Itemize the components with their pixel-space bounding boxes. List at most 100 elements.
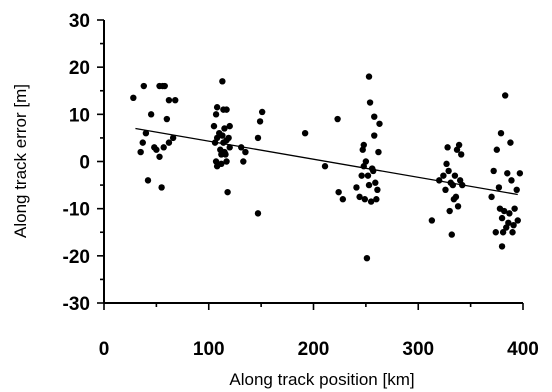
data-point bbox=[365, 181, 373, 189]
data-point bbox=[490, 167, 497, 175]
x-axis-ticks: 0 100 200 300 400 bbox=[99, 303, 539, 360]
data-point bbox=[358, 172, 365, 179]
data-point bbox=[219, 78, 226, 85]
x-tick-label: 0 bbox=[99, 339, 110, 360]
x-tick-label: 400 bbox=[507, 339, 539, 360]
data-point bbox=[130, 94, 137, 102]
data-point bbox=[509, 229, 516, 236]
data-point bbox=[444, 144, 451, 151]
x-axis-title: Along track position [km] bbox=[229, 370, 414, 389]
data-point bbox=[161, 82, 168, 90]
data-point bbox=[375, 148, 382, 156]
y-tick-label: -30 bbox=[63, 294, 90, 315]
data-point bbox=[321, 163, 329, 170]
data-point bbox=[498, 214, 506, 222]
data-point bbox=[240, 158, 247, 165]
data-point bbox=[500, 207, 508, 215]
data-point bbox=[516, 170, 524, 177]
data-point bbox=[142, 130, 150, 137]
data-point bbox=[454, 203, 462, 210]
data-point bbox=[360, 141, 367, 149]
data-point bbox=[506, 210, 513, 217]
data-point bbox=[488, 193, 495, 201]
data-point bbox=[514, 217, 521, 224]
data-point bbox=[501, 92, 509, 99]
data-point bbox=[224, 188, 231, 196]
y-axis-ticks: -30 -20 -10 0 10 20 30 bbox=[63, 11, 104, 315]
data-points bbox=[130, 73, 524, 262]
data-point bbox=[372, 179, 379, 186]
data-point bbox=[499, 229, 507, 236]
data-point bbox=[156, 153, 163, 160]
data-point bbox=[223, 106, 230, 113]
data-point bbox=[169, 134, 177, 142]
data-point bbox=[225, 134, 232, 142]
data-point bbox=[256, 118, 264, 125]
y-tick-label: 0 bbox=[79, 153, 90, 174]
data-point bbox=[448, 231, 455, 238]
data-point bbox=[365, 73, 373, 80]
data-point bbox=[443, 160, 450, 168]
data-point bbox=[139, 139, 146, 146]
data-point bbox=[371, 113, 378, 120]
data-point bbox=[452, 193, 460, 201]
data-point bbox=[492, 229, 499, 236]
data-point bbox=[258, 108, 266, 116]
data-point bbox=[361, 196, 369, 203]
data-point bbox=[158, 184, 165, 191]
data-point bbox=[493, 146, 501, 153]
data-point bbox=[221, 125, 228, 132]
data-point bbox=[356, 193, 363, 201]
y-tick-label: 30 bbox=[69, 11, 90, 32]
data-point bbox=[222, 151, 229, 158]
y-tick-label: 10 bbox=[69, 105, 90, 126]
data-point bbox=[163, 115, 171, 123]
x-tick-label: 300 bbox=[402, 339, 434, 360]
data-point bbox=[366, 99, 374, 106]
data-point bbox=[376, 120, 383, 127]
data-point bbox=[497, 130, 505, 137]
data-point bbox=[226, 144, 233, 151]
data-point bbox=[504, 170, 511, 177]
data-point bbox=[218, 160, 225, 168]
x-tick-label: 100 bbox=[193, 339, 225, 360]
data-point bbox=[451, 172, 459, 179]
y-tick-label: -20 bbox=[63, 247, 90, 268]
data-point bbox=[160, 144, 167, 151]
data-point bbox=[505, 219, 512, 227]
data-point bbox=[364, 172, 372, 179]
x-tick-label: 200 bbox=[298, 339, 330, 360]
trend-line bbox=[135, 127, 518, 196]
data-point bbox=[147, 111, 155, 118]
data-point bbox=[153, 146, 160, 153]
data-point bbox=[339, 196, 347, 203]
data-point bbox=[428, 217, 436, 224]
data-point bbox=[511, 205, 518, 212]
y-tick-label: -10 bbox=[63, 200, 90, 221]
data-point bbox=[507, 139, 514, 146]
data-point bbox=[367, 198, 375, 205]
data-point bbox=[140, 82, 148, 90]
data-point bbox=[513, 186, 520, 193]
data-point bbox=[446, 207, 453, 215]
data-point bbox=[172, 96, 179, 104]
data-point bbox=[362, 158, 370, 165]
data-point bbox=[242, 148, 249, 156]
data-point bbox=[165, 96, 173, 104]
data-point bbox=[508, 177, 515, 184]
y-tick-label: 20 bbox=[69, 58, 90, 79]
data-point bbox=[165, 139, 173, 146]
data-point bbox=[335, 188, 342, 196]
data-point bbox=[440, 172, 447, 179]
data-point bbox=[212, 111, 220, 118]
data-point bbox=[301, 130, 309, 137]
data-point bbox=[219, 132, 226, 139]
data-point bbox=[334, 115, 341, 123]
data-point bbox=[223, 158, 230, 165]
data-point bbox=[373, 196, 380, 203]
data-point bbox=[144, 177, 152, 184]
data-point bbox=[457, 151, 465, 158]
data-point bbox=[374, 186, 381, 193]
data-point bbox=[210, 122, 218, 130]
